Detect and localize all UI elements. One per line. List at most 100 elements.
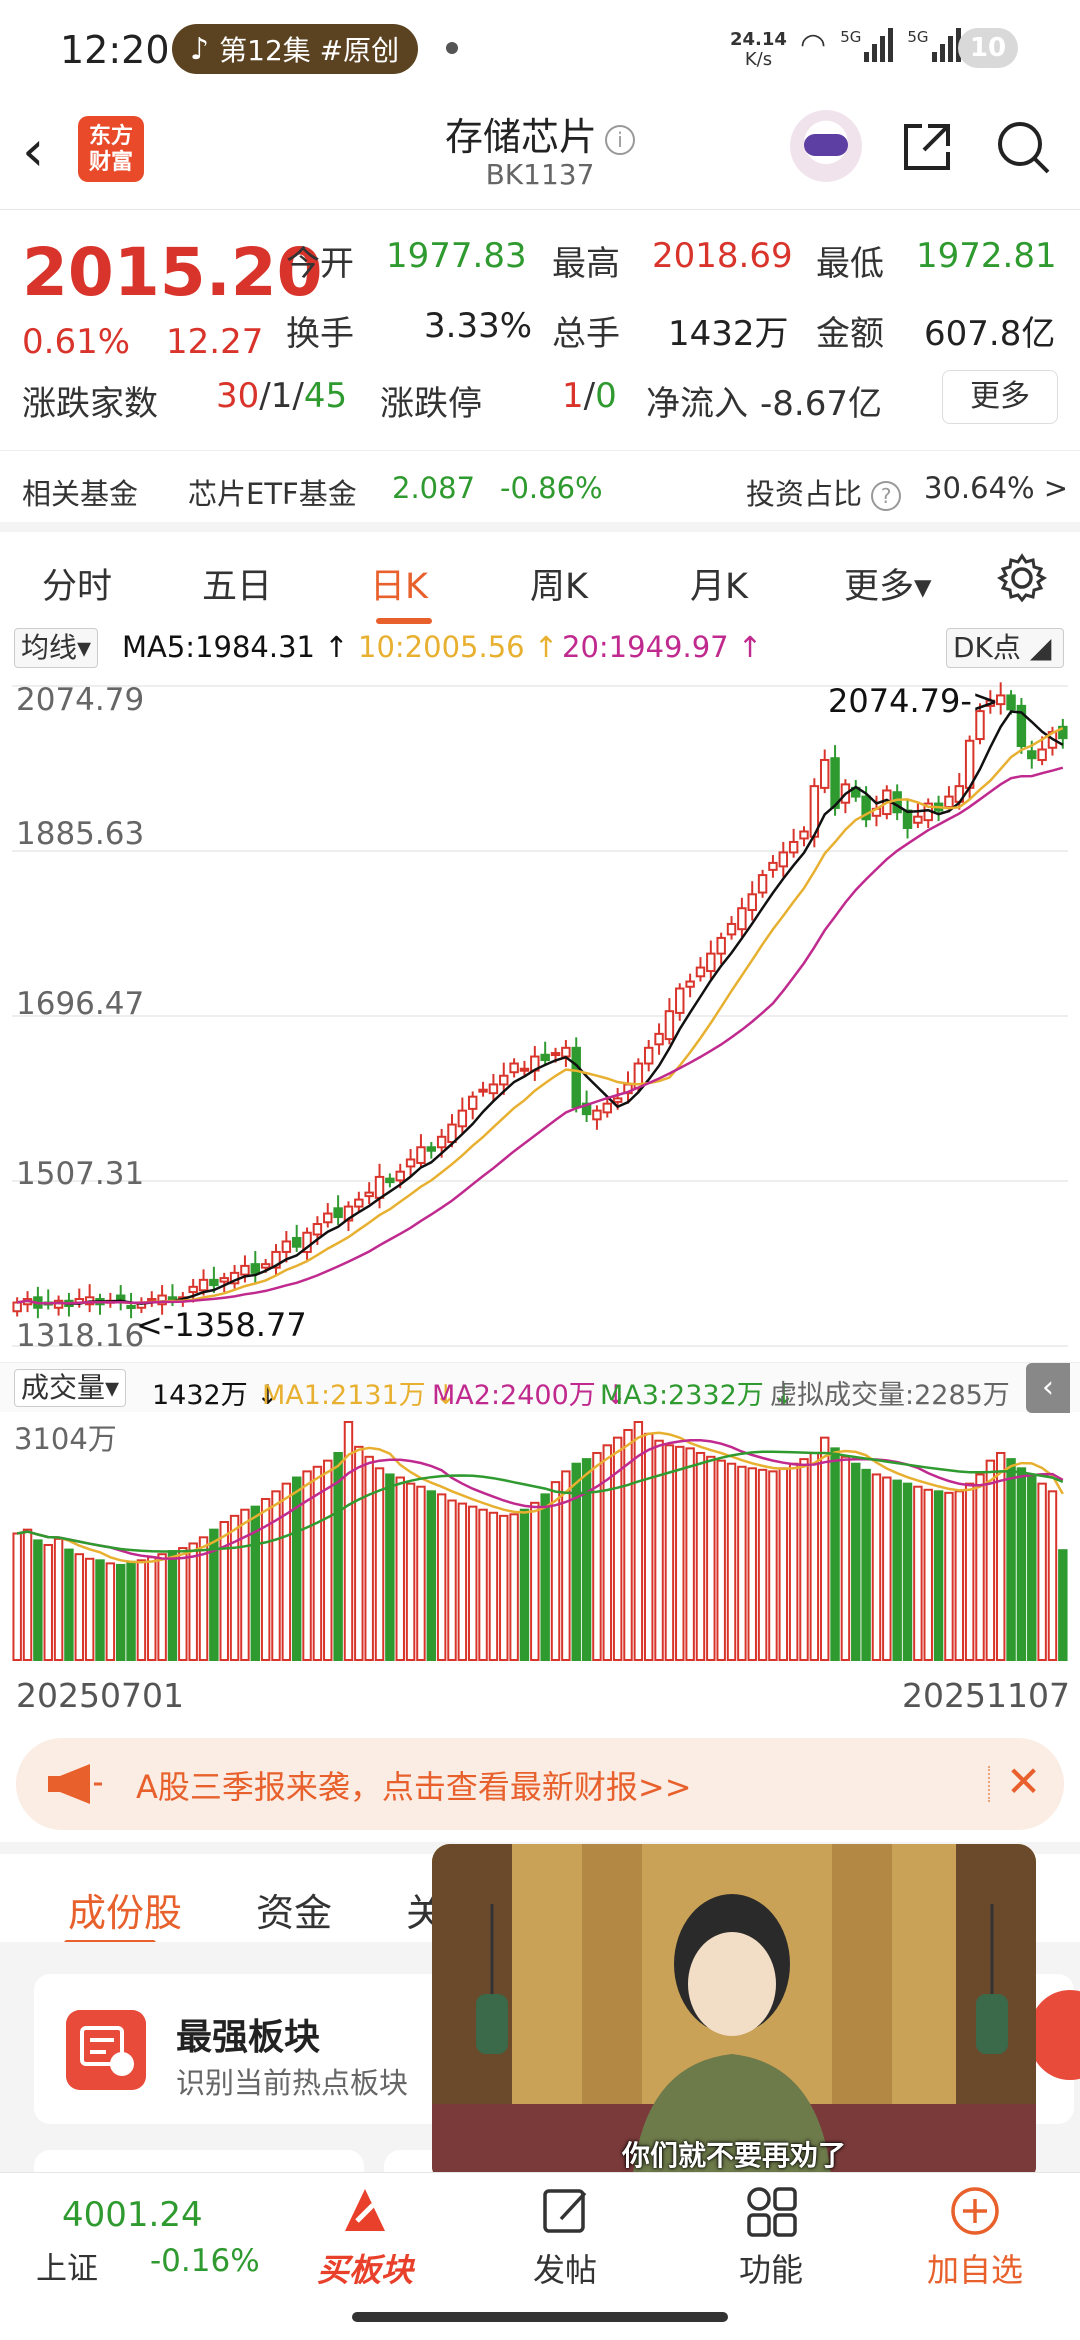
volume-chart[interactable]: 3104万	[12, 1412, 1068, 1664]
candle	[819, 758, 830, 789]
volume-bar	[944, 1491, 954, 1662]
back-arrow-icon[interactable]: ‹	[22, 119, 45, 184]
volume-bar	[1027, 1474, 1037, 1661]
volume-bar	[209, 1528, 219, 1661]
y-tick-label: 1318.16	[16, 1318, 145, 1354]
more-button[interactable]: 更多	[942, 370, 1058, 424]
gear-icon[interactable]	[996, 552, 1048, 604]
tab-funds[interactable]: 资金	[256, 1891, 333, 1935]
signal-indicators: ◠ 5G 5G	[800, 28, 961, 62]
tiktok-label: 第12集 #原创	[219, 34, 400, 67]
advdec-label: 涨跌家数	[22, 384, 158, 424]
collapse-panel-button[interactable]: ‹	[1026, 1363, 1070, 1413]
volume-bar	[509, 1513, 519, 1661]
info-icon[interactable]: i	[605, 124, 635, 155]
volume-bar	[240, 1508, 250, 1661]
candle	[612, 1097, 623, 1103]
invest-value[interactable]: 30.64% >	[924, 471, 1069, 505]
candle	[364, 1191, 374, 1198]
candle	[654, 1032, 664, 1046]
tab-five-day[interactable]: 五日	[202, 567, 273, 607]
net-speed-unit: K/s	[744, 49, 773, 70]
layers-float-button[interactable]	[1030, 1990, 1080, 2080]
nav-functions-label: 功能	[738, 2251, 803, 2289]
volume-bar	[1037, 1482, 1047, 1661]
volume-bar	[799, 1458, 809, 1661]
volume-bar	[302, 1470, 312, 1662]
volume-bar	[84, 1557, 95, 1662]
nav-buy-sector[interactable]: 买板块	[290, 2181, 440, 2291]
volume-bar	[467, 1505, 478, 1661]
candle	[913, 815, 923, 824]
quote-panel: 2015.20 0.61% 12.27 今开 1977.83 最高 2018.6…	[0, 210, 1080, 522]
volume-bar	[851, 1462, 861, 1662]
feature-card[interactable]	[34, 2150, 364, 2172]
assistant-robot-icon[interactable]	[790, 110, 862, 182]
volume-label: 总手	[552, 314, 620, 354]
search-icon[interactable]	[992, 116, 1054, 178]
index-ticker[interactable]: 4001.24 上证 -0.16%	[0, 2173, 260, 2299]
candle	[675, 987, 685, 1014]
y-tick-label: 1507.31	[16, 1156, 145, 1192]
nav-buy-label: 买板块	[316, 2251, 413, 2289]
tab-monthly-k[interactable]: 月K	[690, 567, 748, 607]
candle	[488, 1083, 499, 1095]
tab-intraday[interactable]: 分时	[42, 567, 113, 607]
volume-bar	[312, 1465, 323, 1661]
candle	[737, 907, 747, 931]
volume-bar	[995, 1451, 1006, 1661]
volume-bar	[706, 1455, 716, 1662]
volume-select[interactable]: 成交量▾	[14, 1369, 127, 1407]
earnings-banner[interactable]: A股三季报来袭，点击查看最新财报>> ✕	[16, 1738, 1064, 1830]
candle	[768, 861, 778, 871]
volume-bar	[809, 1451, 820, 1661]
candle	[602, 1102, 613, 1114]
period-tabs: 分时 五日 日K 周K 月K 更多▾	[0, 522, 1080, 624]
limit-values: 1/0	[562, 376, 617, 416]
volume-bar	[457, 1502, 468, 1661]
candle	[540, 1053, 550, 1062]
nav-add-watchlist[interactable]: 加自选	[900, 2181, 1050, 2291]
candle	[1006, 694, 1016, 711]
open-value: 1977.83	[386, 236, 527, 276]
dk-point-select[interactable]: DK点 ◢	[946, 628, 1064, 668]
tab-weekly-k[interactable]: 周K	[530, 567, 588, 607]
amount-value: 607.8亿	[924, 314, 1056, 354]
candle	[12, 1301, 22, 1313]
status-time: 12:20	[60, 28, 170, 72]
volume-bar	[561, 1470, 571, 1662]
volume-bar	[975, 1473, 985, 1661]
volume-bar	[871, 1473, 882, 1661]
candle	[467, 1095, 478, 1110]
candle	[478, 1088, 488, 1093]
candle	[519, 1067, 530, 1072]
kline-chart[interactable]: 2074.79 1885.63 1696.47 1507.31 1318.16 …	[12, 676, 1068, 1360]
fund-label: 相关基金	[22, 477, 139, 511]
candle	[643, 1046, 654, 1065]
volume-bar	[219, 1520, 229, 1661]
tab-daily-k[interactable]: 日K	[370, 567, 428, 607]
tab-components[interactable]: 成份股	[68, 1891, 183, 1935]
tab-more[interactable]: 更多▾	[844, 567, 932, 607]
volume-bar	[1058, 1549, 1068, 1661]
nav-post[interactable]: 发帖	[490, 2181, 640, 2291]
question-icon: ?	[871, 481, 902, 511]
floating-video-player[interactable]: 你们就不要再劝了	[432, 1844, 1036, 2184]
volume-bar	[892, 1479, 902, 1661]
fund-name[interactable]: 芯片ETF基金	[188, 477, 357, 511]
candle	[385, 1177, 395, 1184]
close-icon[interactable]: ✕	[1006, 1757, 1042, 1806]
share-icon[interactable]	[898, 118, 956, 176]
ma5-label: MA5:1984.31 ↑	[122, 630, 349, 664]
candle	[457, 1109, 468, 1128]
candle	[778, 851, 789, 868]
related-fund-row[interactable]: 相关基金 芯片ETF基金 2.087 -0.86% 投资占比 ? 30.64% …	[0, 450, 1080, 522]
banner-text[interactable]: A股三季报来袭，点击查看最新财报>>	[136, 1768, 692, 1806]
nav-functions[interactable]: 功能	[696, 2181, 846, 2291]
ma10-label: 10:2005.56 ↑	[358, 630, 559, 664]
volume-svg	[12, 1421, 1068, 1662]
tiktok-pill[interactable]: ♪ 第12集 #原创	[172, 24, 418, 74]
y-tick-label: 2074.79	[16, 682, 145, 718]
candle	[995, 694, 1006, 706]
ma-select[interactable]: 均线▾	[14, 628, 99, 668]
